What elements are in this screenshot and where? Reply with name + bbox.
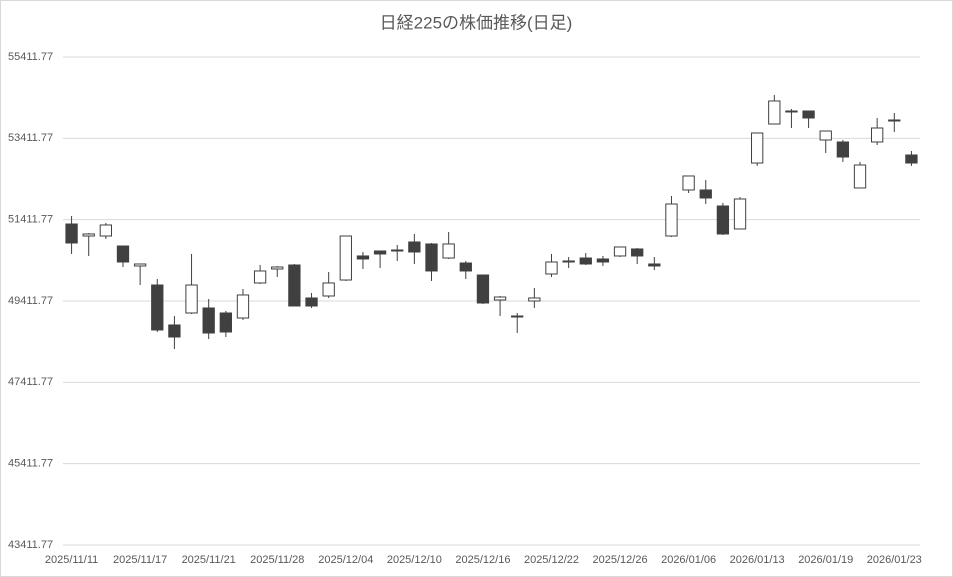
candle-body: [870, 127, 884, 143]
candle-body: [751, 132, 764, 164]
y-tick-label: 49411.77: [8, 295, 53, 307]
candle-body: [202, 307, 215, 334]
y-tick-label: 53411.77: [8, 132, 53, 144]
x-tick-label: 2025/12/16: [455, 554, 510, 566]
x-tick-label: 2025/11/11: [45, 554, 98, 566]
candle-body: [528, 297, 541, 302]
candle-body: [631, 248, 644, 257]
candle-body: [425, 243, 438, 272]
x-tick-label: 2025/12/26: [593, 554, 648, 566]
candle-body: [785, 110, 798, 113]
candle-body: [185, 284, 198, 314]
candle-body: [99, 224, 113, 237]
candle-body: [802, 110, 815, 119]
candle-body: [253, 270, 267, 284]
y-tick-label: 47411.77: [8, 376, 53, 388]
candle-body: [733, 198, 747, 230]
x-tick-label: 2026/01/23: [867, 554, 922, 566]
candle-body: [596, 258, 610, 263]
chart-title: 日経225の株価推移(日足): [380, 13, 573, 32]
x-tick-label: 2026/01/06: [661, 554, 716, 566]
candle-body: [459, 262, 472, 272]
candle-body: [219, 312, 232, 333]
candle-body: [682, 175, 695, 191]
candle-body: [545, 261, 558, 275]
candle-body: [82, 233, 95, 237]
candle-body: [699, 189, 712, 199]
y-tick-label: 45411.77: [8, 458, 53, 470]
y-tick-label: 55411.77: [8, 51, 53, 63]
candle-body: [442, 243, 455, 259]
x-tick-label: 2025/12/22: [524, 554, 579, 566]
candle-body: [888, 119, 901, 122]
x-tick-label: 2025/11/21: [182, 554, 236, 566]
x-tick-label: 2026/01/13: [730, 554, 785, 566]
candle-body: [905, 154, 918, 164]
candle-body: [271, 266, 284, 270]
candle-body: [716, 205, 730, 235]
candle-body: [373, 250, 387, 255]
candle-body: [356, 255, 370, 260]
x-tick-label: 2025/11/28: [250, 554, 304, 566]
candle-body: [133, 263, 147, 267]
candle-body: [665, 203, 678, 237]
candle-body: [65, 223, 78, 244]
candle-body: [408, 241, 421, 253]
candle-body: [305, 297, 318, 307]
candle-body: [579, 257, 592, 265]
candle-body: [322, 282, 335, 297]
candle-body: [853, 164, 867, 189]
candle-body: [836, 141, 850, 158]
candle-body: [288, 264, 301, 307]
candle-body: [511, 315, 524, 318]
candle-body: [493, 296, 507, 301]
candle-body: [648, 263, 661, 267]
candle-body: [236, 294, 250, 319]
candle-body: [562, 260, 575, 263]
candle-body: [116, 245, 130, 263]
candle-body: [476, 274, 490, 304]
x-tick-label: 2025/11/17: [113, 554, 167, 566]
x-tick-label: 2025/12/04: [318, 554, 373, 566]
candle-body: [819, 130, 832, 141]
candle-body: [391, 249, 404, 252]
candle-body: [168, 324, 181, 338]
candle-body: [613, 246, 627, 257]
y-tick-label: 51411.77: [8, 214, 53, 226]
x-tick-label: 2026/01/19: [798, 554, 853, 566]
candle-body: [339, 235, 352, 281]
candle-body: [768, 100, 781, 125]
x-tick-label: 2025/12/10: [387, 554, 442, 566]
y-tick-label: 43411.77: [8, 539, 53, 551]
candle-body: [151, 284, 164, 331]
